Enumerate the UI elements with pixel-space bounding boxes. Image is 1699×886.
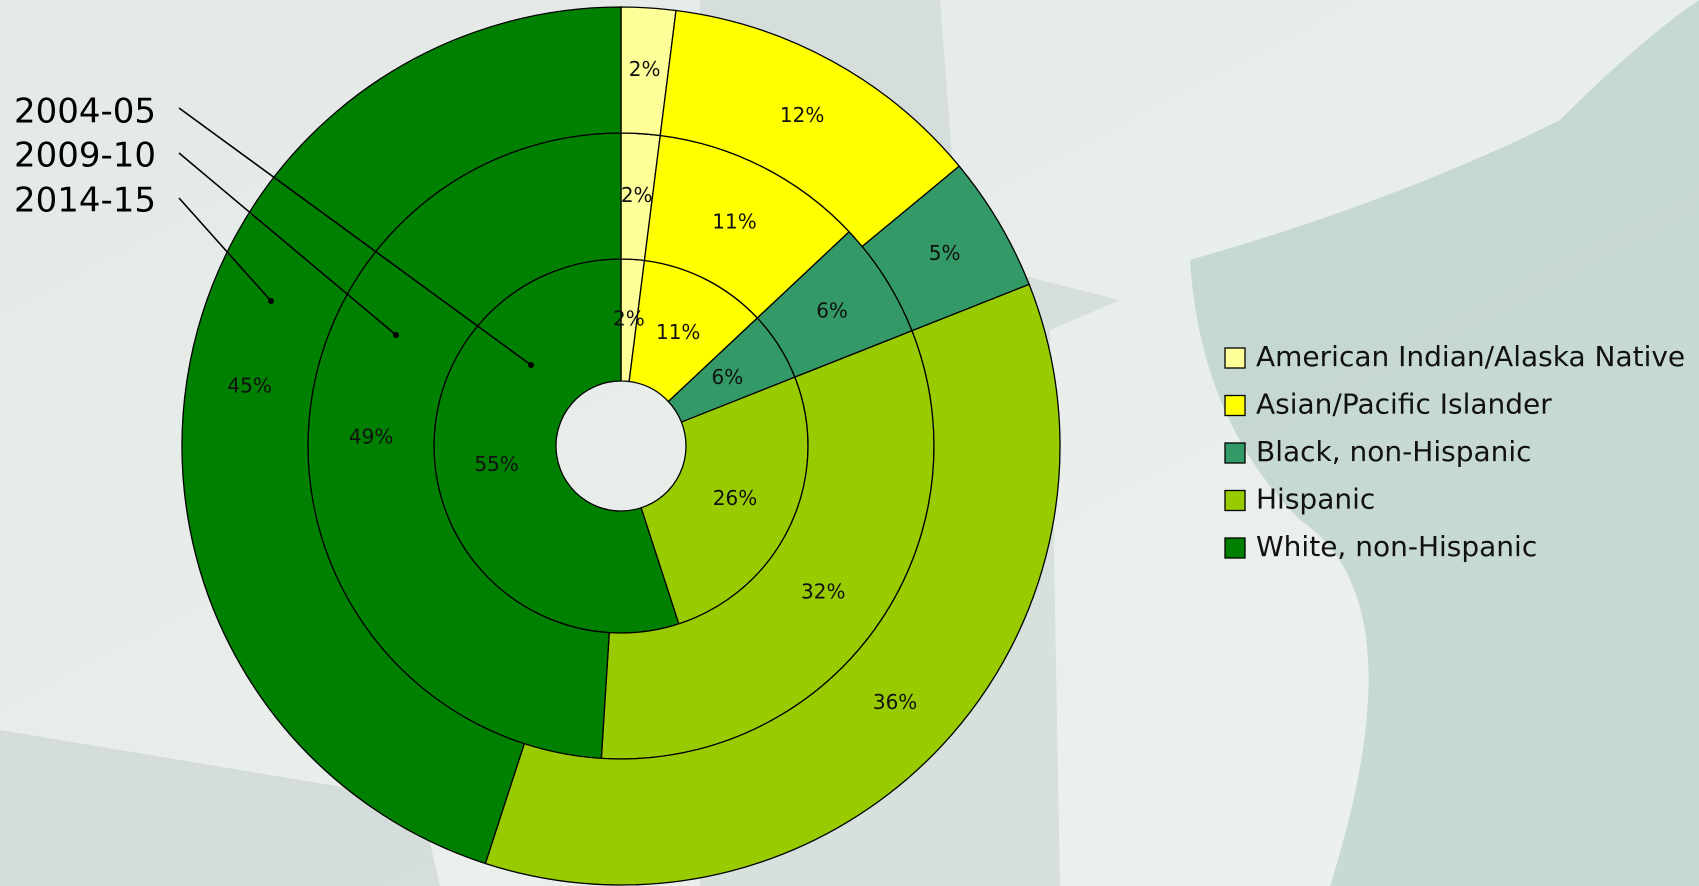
data-label: 36% xyxy=(873,690,917,714)
data-label: 55% xyxy=(474,452,518,476)
leader-dot xyxy=(528,362,534,368)
legend-swatch xyxy=(1224,489,1246,512)
data-label: 11% xyxy=(712,210,756,234)
series-label: 2004-05 xyxy=(14,92,156,132)
leader-line xyxy=(178,152,397,336)
data-label: 6% xyxy=(712,365,744,389)
legend-swatch xyxy=(1224,442,1246,464)
background-roof xyxy=(0,730,440,886)
data-label: 12% xyxy=(780,103,824,127)
background-tree xyxy=(1190,0,1699,886)
series-label: 2014-15 xyxy=(14,181,156,221)
legend-swatch xyxy=(1224,394,1246,417)
legend-label: American Indian/Alaska Native xyxy=(1256,340,1685,373)
data-label: 26% xyxy=(713,486,757,510)
legend-swatch xyxy=(1224,537,1246,559)
data-label: 49% xyxy=(349,425,393,449)
donut-segment xyxy=(484,283,1061,886)
data-label: 32% xyxy=(801,579,845,603)
donut-segment xyxy=(181,6,622,865)
data-label: 2% xyxy=(629,57,661,81)
leader-dot xyxy=(393,332,399,338)
data-label: 5% xyxy=(929,241,961,265)
data-label: 2% xyxy=(621,183,653,207)
legend-swatch xyxy=(1224,347,1246,369)
data-label: 6% xyxy=(816,299,848,323)
legend-label: Hispanic xyxy=(1256,483,1375,516)
leader-dot xyxy=(268,298,274,304)
legend-label: White, non-Hispanic xyxy=(1256,530,1537,563)
series-label: 2009-10 xyxy=(14,136,156,176)
leader-line xyxy=(178,197,272,302)
data-label: 2% xyxy=(613,307,645,331)
data-label: 45% xyxy=(227,374,271,398)
legend-label: Black, non-Hispanic xyxy=(1256,435,1532,468)
leader-line xyxy=(178,107,532,366)
legend-label: Asian/Pacific Islander xyxy=(1256,388,1552,421)
data-label: 11% xyxy=(656,320,700,344)
